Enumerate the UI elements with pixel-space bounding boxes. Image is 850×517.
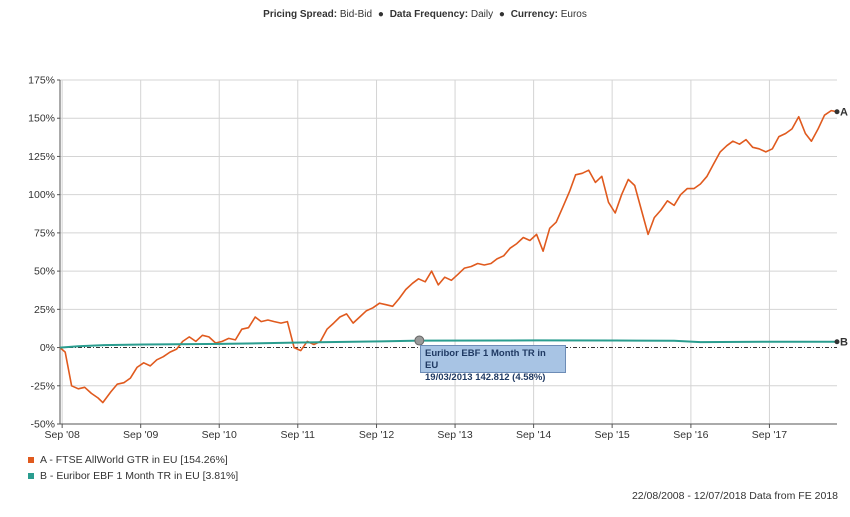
x-tick-label: Sep '08 [45,429,80,441]
x-tick-label: Sep '17 [752,429,787,441]
x-tick-label: Sep '09 [123,429,158,441]
separator-dot: ● [377,9,384,20]
series-end-marker-a [834,109,840,115]
tooltip-values: 19/03/2013 142.812 (4.58%) [425,372,561,384]
legend-label-a: A - FTSE AllWorld GTR in EU [154.26%] [40,454,228,466]
series-line-a [59,109,838,404]
legend-item-b[interactable]: B - Euribor EBF 1 Month TR in EU [3.81%] [28,468,238,484]
separator-dot: ● [498,9,505,20]
data-tooltip: Euribor EBF 1 Month TR in EU 19/03/2013 … [420,345,566,383]
x-tick-label: Sep '10 [202,429,237,441]
x-tick-label: Sep '13 [437,429,472,441]
chart-legend: A - FTSE AllWorld GTR in EU [154.26%] B … [28,452,238,484]
tooltip-date: 19/03/2013 [425,372,473,383]
y-tick-label: 0% [40,342,55,354]
x-tick-label: Sep '12 [359,429,394,441]
series-end-label-a: A [840,107,848,119]
legend-item-a[interactable]: A - FTSE AllWorld GTR in EU [154.26%] [28,452,238,468]
currency-label: Currency: [510,9,558,20]
x-tick-label: Sep '15 [594,429,629,441]
y-tick-label: 50% [34,266,55,278]
data-frequency-label: Data Frequency: [389,9,469,20]
highlight-point-marker [414,335,425,346]
legend-label-b: B - Euribor EBF 1 Month TR in EU [3.81%] [40,470,239,482]
series-end-marker-b [834,339,840,345]
x-tick-label: Sep '11 [281,429,316,441]
date-range-footer: 22/08/2008 - 12/07/2018 Data from FE 201… [631,490,838,502]
y-tick-label: 125% [28,151,55,163]
tooltip-title: Euribor EBF 1 Month TR in EU [425,348,546,371]
series-line-b [59,339,837,349]
y-tick-label: 175% [28,75,55,87]
y-tick-label: -50% [30,419,55,431]
pricing-spread-label: Pricing Spread: [263,9,338,20]
y-tick-label: 150% [28,113,55,125]
y-tick-label: 100% [28,189,55,201]
y-tick-label: -25% [30,380,55,392]
x-tick-label: Sep '14 [516,429,551,441]
legend-swatch-b [28,473,34,479]
series-end-label-b: B [840,337,848,349]
tooltip-pct: (4.58%) [512,372,546,383]
chart-header: Pricing Spread: Bid-Bid ● Data Frequency… [0,9,850,20]
y-tick-label: 75% [34,227,55,239]
legend-swatch-a [28,457,34,463]
y-tick-label: 25% [34,304,55,316]
tooltip-value: 142.812 [475,372,510,383]
data-frequency-value: Daily [470,9,494,20]
pricing-spread-value: Bid-Bid [339,9,373,20]
x-tick-label: Sep '16 [673,429,708,441]
currency-value: Euros [560,9,587,20]
